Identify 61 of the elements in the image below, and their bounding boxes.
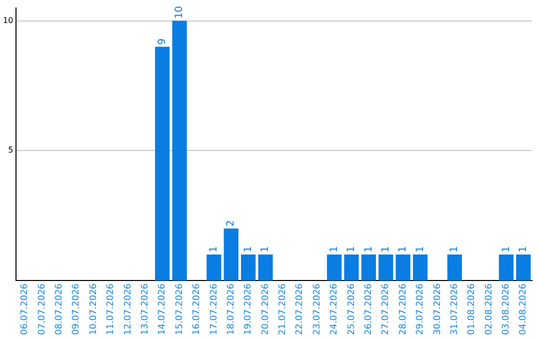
bar xyxy=(378,254,394,280)
x-tick-label: 04.08.2026 xyxy=(518,283,529,335)
x-tick-label: 11.07.2026 xyxy=(106,283,116,335)
x-tick-label: 30.07.2026 xyxy=(432,283,443,335)
x-tick-label: 17.07.2026 xyxy=(209,283,220,335)
x-tick-label: 18.07.2026 xyxy=(226,283,236,335)
data-label: 1 xyxy=(328,246,340,252)
x-tick-label: 15.07.2026 xyxy=(174,283,185,335)
x-tick-label: 28.07.2026 xyxy=(398,283,408,335)
x-tick-label: 31.07.2026 xyxy=(450,283,460,335)
bar xyxy=(412,254,428,280)
bar xyxy=(240,254,256,280)
data-label: 1 xyxy=(260,246,272,252)
x-tick-label: 03.08.2026 xyxy=(502,283,512,335)
bar xyxy=(447,254,462,280)
data-label: 9 xyxy=(156,38,168,45)
bar xyxy=(206,254,222,280)
x-tick-label: 20.07.2026 xyxy=(260,283,271,335)
bar xyxy=(396,254,410,280)
data-label: 1 xyxy=(380,246,392,252)
data-label: 2 xyxy=(226,220,237,227)
x-tick-label: 23.07.2026 xyxy=(312,283,322,335)
x-tick-label: 16.07.2026 xyxy=(192,283,202,335)
x-tick-label: 19.07.2026 xyxy=(244,283,254,335)
x-tick-label: 27.07.2026 xyxy=(381,283,392,335)
data-label: 1 xyxy=(242,246,254,252)
x-tick-label: 13.07.2026 xyxy=(140,283,150,335)
bar xyxy=(155,46,170,280)
x-tick-label: 02.08.2026 xyxy=(484,283,494,335)
x-tick-label: 07.07.2026 xyxy=(37,283,48,335)
data-label: 1 xyxy=(500,246,512,252)
data-label: 1 xyxy=(398,246,409,252)
x-tick-label: 08.07.2026 xyxy=(54,283,65,335)
bar xyxy=(172,20,187,280)
x-tick-label: 29.07.2026 xyxy=(416,283,426,335)
bar xyxy=(516,254,531,280)
bar xyxy=(344,254,359,280)
bar xyxy=(498,254,514,280)
x-tick-label: 26.07.2026 xyxy=(364,283,374,335)
bar xyxy=(361,254,376,280)
data-label: 1 xyxy=(346,246,358,252)
data-label: 1 xyxy=(518,246,529,252)
data-label: 10 xyxy=(174,6,186,19)
data-label: 1 xyxy=(363,246,374,252)
x-tick-label: 25.07.2026 xyxy=(346,283,357,335)
x-tick-label: 10.07.2026 xyxy=(88,283,99,335)
bar xyxy=(326,254,342,280)
x-tick-label: 01.08.2026 xyxy=(467,283,478,335)
bar xyxy=(258,254,273,280)
x-tick-label: 06.07.2026 xyxy=(20,283,30,335)
data-label: 1 xyxy=(208,246,220,252)
data-label: 1 xyxy=(414,246,426,252)
bar xyxy=(224,228,238,280)
x-tick-label: 21.07.2026 xyxy=(278,283,288,335)
x-tick-label: 24.07.2026 xyxy=(330,283,340,335)
x-tick-label: 22.07.2026 xyxy=(295,283,306,335)
x-tick-label: 09.07.2026 xyxy=(72,283,82,335)
x-tick-label: 12.07.2026 xyxy=(123,283,134,335)
y-tick-label: 5 xyxy=(8,146,14,155)
x-tick-label: 14.07.2026 xyxy=(158,283,168,335)
data-label: 1 xyxy=(449,246,460,252)
